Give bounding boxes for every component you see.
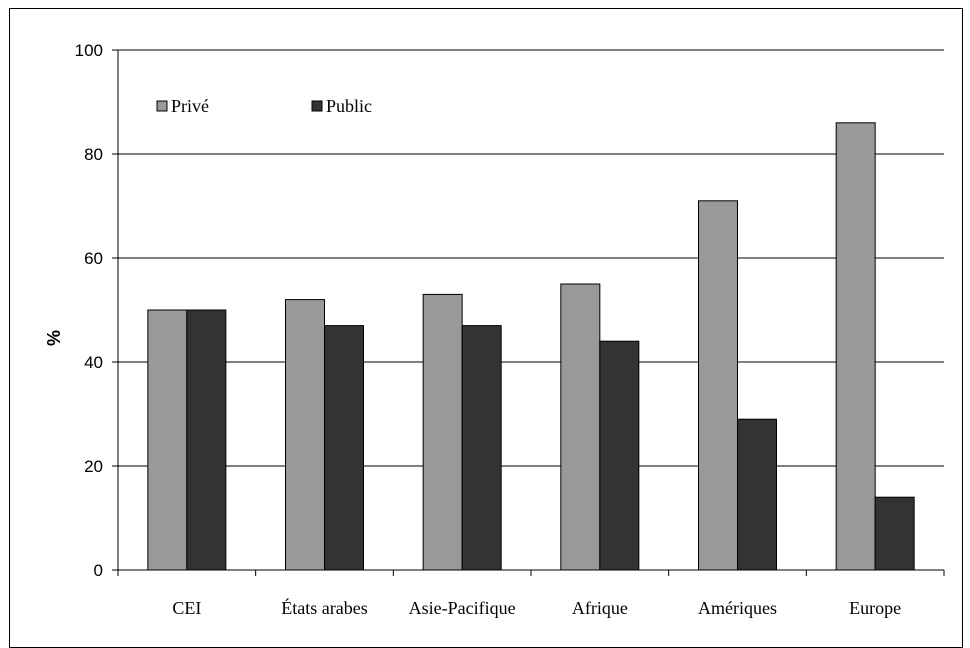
legend-swatch — [156, 100, 168, 112]
legend-label: Public — [326, 96, 372, 116]
y-axis-label: % — [44, 330, 64, 346]
y-tick-label: 20 — [84, 457, 103, 476]
labels: 0 20 40 60 80 100 CEI États arabes Asie-Pacifiqu… — [75, 41, 902, 618]
bar-public — [599, 340, 640, 571]
bar-public — [737, 418, 777, 571]
bar-prive — [147, 309, 188, 571]
x-category-label: Amériques — [698, 598, 777, 618]
gridlines — [118, 49, 944, 467]
y-tick-label: 40 — [84, 353, 103, 372]
bar-public — [461, 325, 502, 571]
x-category-label: États arabes — [281, 597, 367, 618]
x-category-label: Asie-Pacifique — [409, 598, 516, 618]
bar-public — [874, 496, 915, 571]
legend: Privé Public — [156, 96, 372, 116]
bar-prive — [560, 283, 601, 571]
bar-prive — [422, 293, 463, 571]
bar-public — [324, 325, 364, 571]
x-category-label: CEI — [172, 598, 201, 618]
bar-prive — [698, 200, 738, 571]
bars — [147, 122, 915, 571]
bar-prive — [285, 299, 325, 571]
bar-public — [186, 309, 227, 571]
legend-label: Privé — [171, 96, 209, 116]
y-tick-label: 80 — [84, 145, 103, 164]
axes — [112, 49, 945, 576]
bar-prive — [835, 122, 876, 571]
y-tick-label: 60 — [84, 249, 103, 268]
x-category-label: Afrique — [572, 598, 628, 618]
x-category-label: Europe — [849, 598, 901, 618]
y-tick-label: 0 — [94, 561, 103, 580]
y-tick-label: 100 — [75, 41, 103, 60]
legend-swatch — [311, 100, 323, 112]
bar-chart: 0 20 40 60 80 100 CEI États arabes Asie-Pacifiqu… — [44, 41, 945, 618]
